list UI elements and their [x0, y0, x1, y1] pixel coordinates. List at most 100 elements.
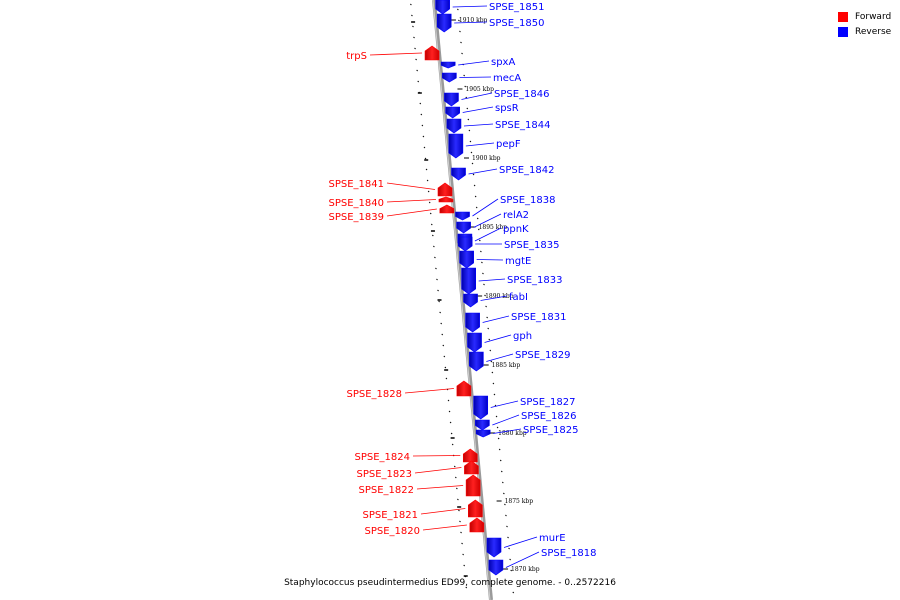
- tick-mark: [444, 366, 447, 369]
- gene-connector: [369, 52, 423, 56]
- tick-mark: [465, 586, 468, 589]
- gene-label: gph: [513, 331, 532, 342]
- tick-mark: [500, 470, 503, 473]
- gene-spxA-arrow[interactable]: [440, 61, 456, 69]
- tick-mark: [428, 201, 431, 204]
- tick-mark: [486, 316, 488, 319]
- gene-SPSE_1829-arrow[interactable]: [469, 351, 484, 372]
- tick-mark: [501, 481, 504, 484]
- tick-mark: [431, 234, 434, 237]
- gene-SPSE_1842-arrow[interactable]: [451, 167, 466, 181]
- gene-connector: [420, 508, 466, 515]
- gene-label: SPSE_1831: [511, 312, 567, 323]
- tick-mark: [454, 476, 457, 479]
- tick-mark: [494, 404, 497, 407]
- tick-mark: [490, 360, 493, 363]
- gene-features: SPSE_1851 SPSE_1850 trpS spxA mecA SPSE_1846s…: [329, 0, 597, 576]
- gene-connector: [503, 536, 538, 548]
- gene-connector: [472, 198, 499, 217]
- gene-SPSE_1820-arrow[interactable]: [469, 517, 485, 533]
- gene-SPSE_1839-arrow[interactable]: [439, 204, 455, 214]
- tick-mark: [492, 382, 495, 385]
- gene-SPSE_1826-arrow[interactable]: [475, 419, 490, 431]
- gene-fabI-arrow[interactable]: [463, 293, 478, 308]
- tick-mark: [448, 410, 451, 413]
- tick-mark: [505, 514, 507, 517]
- tick-mark: [424, 157, 427, 160]
- gene-SPSE_1824-arrow[interactable]: [462, 448, 478, 463]
- tick-mark: [495, 415, 498, 418]
- kbp-scale: 1910 kbp 1905 kbp 1900 kbp 1895 kbp 1890 kbp…: [450, 17, 540, 573]
- kbp-label: 1895 kbp: [479, 224, 508, 231]
- gene-label: SPSE_1818: [541, 548, 597, 559]
- gene-relA2-arrow[interactable]: [456, 221, 471, 234]
- gene-SPSE_1844-arrow[interactable]: [446, 118, 462, 134]
- gene-SPSE_1835-arrow[interactable]: [457, 236, 473, 252]
- gene-label: SPSE_1824: [355, 452, 411, 463]
- tick-mark: [439, 311, 441, 314]
- gene-SPSE_1841-arrow[interactable]: [437, 182, 453, 197]
- tick-mark: [410, 3, 412, 6]
- tick-mark: [469, 140, 472, 143]
- gene-label: SPSE_1829: [515, 350, 571, 361]
- gene-SPSE_1838-arrow[interactable]: [455, 211, 470, 221]
- gene-SPSE_1831-arrow[interactable]: [465, 312, 480, 333]
- gene-connector: [482, 315, 510, 323]
- kbp-label: 1905 kbp: [465, 86, 494, 93]
- gene-SPSE_1850-arrow[interactable]: [436, 13, 452, 33]
- gene-label: spsR: [495, 103, 519, 114]
- tick-mark: [470, 151, 473, 154]
- gene-label: trpS: [346, 51, 367, 62]
- gene-murE-arrow[interactable]: [486, 537, 502, 558]
- tick-mark: [460, 41, 462, 44]
- gene-SPSE_1827-arrow[interactable]: [473, 395, 489, 420]
- gene-connector: [492, 414, 520, 426]
- tick-mark: [508, 547, 510, 550]
- tick-mark: [509, 558, 511, 561]
- tick-mark: [499, 459, 502, 462]
- tick-mark: [459, 520, 461, 523]
- gene-SPSE_1828-arrow[interactable]: [456, 380, 472, 397]
- gene-SPSE_1851-arrow[interactable]: [435, 0, 450, 15]
- tick-mark: [442, 344, 445, 347]
- gene-SPSE_1840-arrow[interactable]: [438, 196, 454, 203]
- tick-mark: [440, 322, 443, 325]
- tick-mark: [464, 85, 467, 88]
- gene-SPSE_1821-arrow[interactable]: [468, 499, 483, 518]
- gene-label: murE: [539, 533, 566, 544]
- tick-mark: [434, 256, 436, 259]
- tick-mark: [510, 569, 513, 572]
- gene-SPSE_1822-arrow[interactable]: [465, 474, 481, 497]
- tick-mark: [443, 355, 446, 358]
- gene-gph-arrow[interactable]: [467, 332, 482, 353]
- tick-mark: [414, 47, 416, 50]
- tick-mark: [493, 393, 496, 396]
- gene-SPSE_1823-arrow[interactable]: [464, 460, 479, 475]
- gene-label: SPSE_1841: [329, 179, 385, 190]
- tick-mark: [417, 80, 420, 83]
- tick-mark: [419, 102, 422, 105]
- kbp-label: 1890 kbp: [485, 293, 514, 300]
- gene-mecA-arrow[interactable]: [442, 72, 457, 83]
- gene-label: SPSE_1827: [520, 397, 576, 408]
- gene-connector: [474, 227, 502, 242]
- gene-connector: [476, 259, 504, 261]
- gene-pepF-arrow[interactable]: [448, 133, 464, 159]
- gene-label: SPSE_1840: [329, 198, 385, 209]
- tick-mark: [447, 399, 450, 402]
- tick-mark: [433, 245, 435, 248]
- gene-trpS-arrow[interactable]: [424, 45, 440, 61]
- tick-mark: [474, 195, 477, 198]
- forward-label: Forward: [855, 11, 892, 22]
- gene-connector: [412, 455, 461, 457]
- gene-SPSE_1846-arrow[interactable]: [444, 92, 459, 107]
- gene-SPSE_1833-arrow[interactable]: [461, 267, 476, 295]
- gene-spsR-arrow[interactable]: [445, 106, 460, 119]
- kbp-label: 1875 kbp: [505, 498, 534, 505]
- tick-mark: [457, 498, 459, 501]
- gene-mgtE-arrow[interactable]: [459, 250, 474, 269]
- gene-connector: [484, 334, 512, 343]
- tick-mark: [460, 531, 462, 534]
- gene-SPSE_1818-arrow[interactable]: [488, 559, 504, 576]
- gene-SPSE_1825-arrow[interactable]: [475, 429, 491, 438]
